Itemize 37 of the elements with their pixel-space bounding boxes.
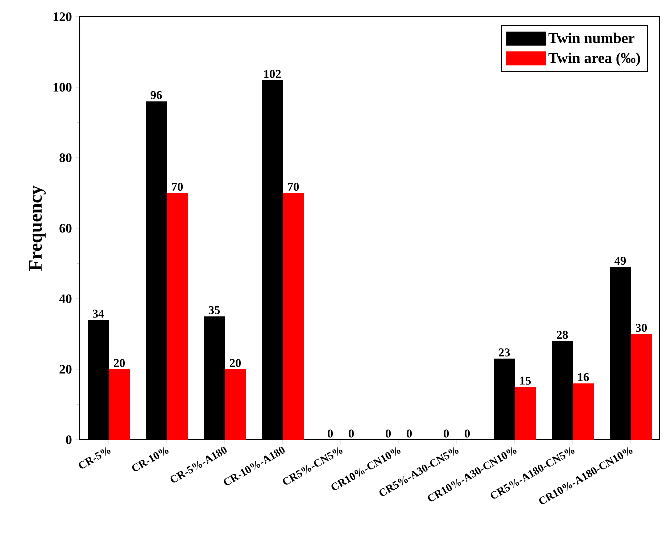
data-label: 34 <box>92 310 104 318</box>
data-label: 0 <box>348 430 354 438</box>
y-tick-label: 100 <box>54 83 72 92</box>
data-label: 30 <box>636 324 648 332</box>
data-label: 102 <box>264 70 281 78</box>
data-label: 49 <box>614 257 626 266</box>
bar <box>631 334 652 440</box>
y-tick-label: 120 <box>54 12 72 22</box>
legend-label: Twin area (‰) <box>548 52 640 66</box>
y-tick-label: 60 <box>60 224 72 233</box>
data-label: 70 <box>288 182 300 192</box>
data-label: 0 <box>328 430 334 438</box>
y-axis-title: Frequency <box>29 186 46 272</box>
y-tick-label: 0 <box>66 436 72 444</box>
data-label: 35 <box>208 306 220 314</box>
bar <box>167 193 188 440</box>
bar <box>283 193 304 440</box>
data-label: 70 <box>172 182 184 192</box>
legend-label: Twin number <box>548 32 635 44</box>
data-label: 23 <box>499 348 510 357</box>
data-label: 0 <box>406 430 412 438</box>
data-label: 16 <box>578 373 590 382</box>
y-tick-label: 40 <box>59 294 72 304</box>
bar <box>225 369 246 440</box>
data-label: 28 <box>557 331 568 340</box>
bar <box>515 387 536 440</box>
data-label: 20 <box>230 359 242 368</box>
y-tick-label: 80 <box>60 154 72 162</box>
bar <box>109 369 130 440</box>
data-label: 0 <box>386 430 392 438</box>
data-label: 0 <box>444 430 450 438</box>
data-label: 96 <box>150 91 162 100</box>
data-label: 20 <box>114 359 126 368</box>
data-label: 15 <box>520 376 532 385</box>
bar <box>573 384 594 440</box>
data-label: 0 <box>464 430 470 438</box>
y-tick-label: 20 <box>60 365 72 374</box>
